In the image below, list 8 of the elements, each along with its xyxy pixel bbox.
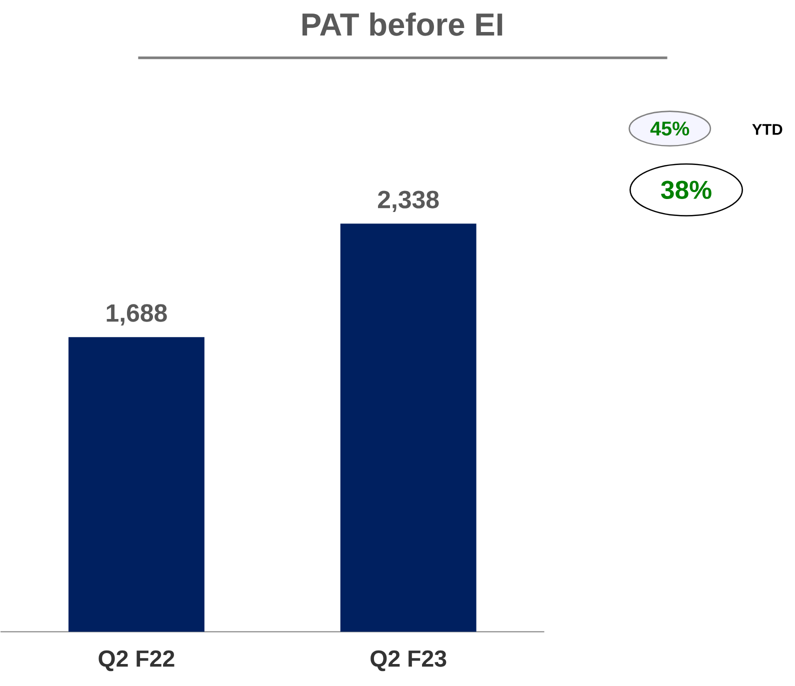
text: YTD <box>752 124 782 135</box>
x-tick-label: Q2 F23 <box>370 650 446 672</box>
text: 38% <box>661 180 712 199</box>
text: 45% <box>650 122 690 136</box>
x-tick-label: Q2 F22 <box>98 650 174 672</box>
data-label: 2,338 <box>378 190 439 212</box>
data-label: 1,688 <box>106 304 167 326</box>
chart-title: PAT before EI <box>302 12 502 36</box>
